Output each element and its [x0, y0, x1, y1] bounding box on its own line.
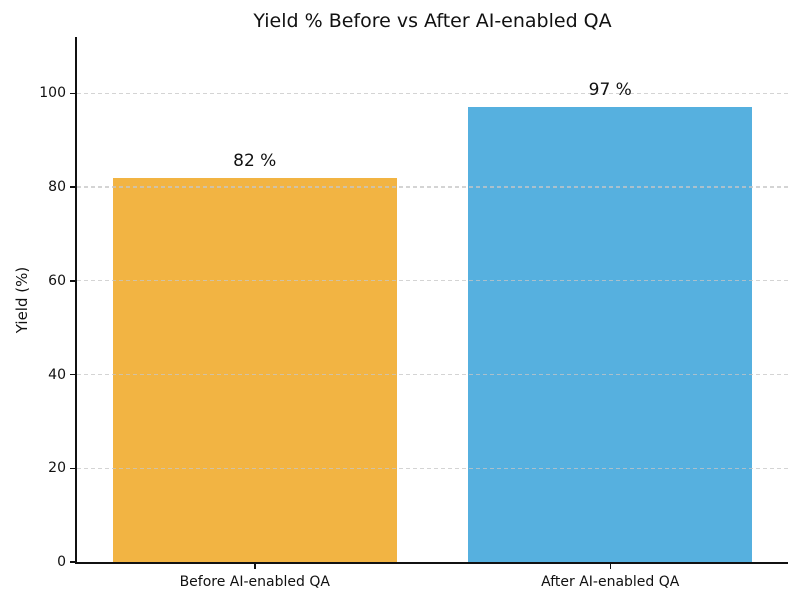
chart-title: Yield % Before vs After AI-enabled QA	[253, 10, 612, 32]
y-tick-mark	[70, 373, 77, 376]
grid-line	[77, 467, 788, 469]
grid-line	[77, 373, 788, 376]
x-axis	[75, 562, 788, 564]
y-axis	[75, 37, 77, 564]
y-tick-label: 100	[39, 85, 66, 102]
y-tick-label: 60	[48, 272, 66, 289]
y-tick-label: 0	[57, 554, 66, 570]
grid-line	[77, 92, 788, 94]
bar-value-label: 82 %	[233, 150, 277, 171]
x-tick-mark	[254, 562, 256, 569]
y-tick-mark	[70, 280, 77, 282]
x-tick-label: Before AI-enabled QA	[179, 574, 330, 590]
y-tick-label: 80	[48, 179, 66, 195]
y-tick-mark	[70, 92, 77, 94]
x-tick-label: After AI-enabled QA	[541, 574, 680, 590]
y-axis-label: Yield (%)	[13, 266, 31, 334]
x-tick-mark	[609, 562, 611, 569]
y-tick-mark	[70, 186, 77, 188]
y-tick-mark	[70, 467, 77, 469]
grid-line	[77, 280, 788, 282]
bar-0	[112, 177, 397, 562]
bar-1	[468, 107, 753, 562]
y-tick-mark	[70, 561, 77, 563]
grid-line	[77, 186, 788, 188]
y-tick-label: 20	[48, 460, 66, 477]
bar-value-label: 97 %	[588, 80, 632, 101]
y-tick-label: 40	[48, 366, 66, 383]
